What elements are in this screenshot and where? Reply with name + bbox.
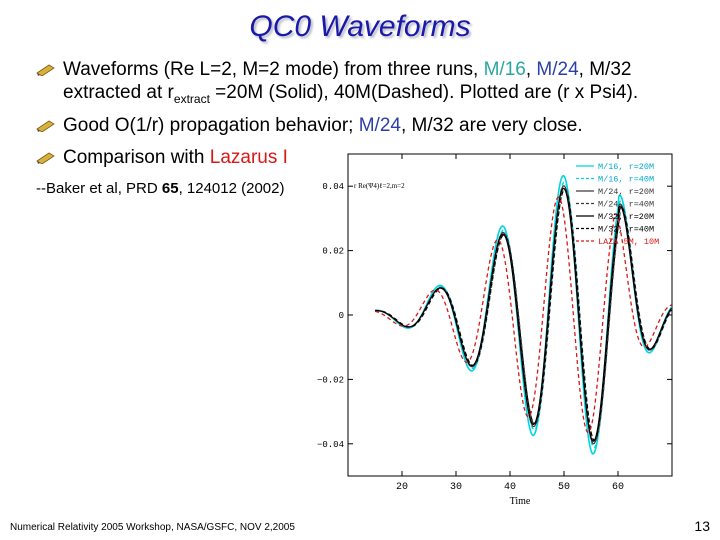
x-tick-label: 50 [558, 482, 570, 493]
m32-label: , M/32 [578, 59, 632, 80]
bullet-pencil-icon [36, 152, 55, 164]
reference-volume: 65 [161, 180, 179, 197]
footer-text: Numerical Relativity 2005 Workshop, NASA… [10, 522, 295, 533]
separator: , [525, 59, 537, 80]
bullet-pencil-icon [36, 64, 55, 76]
m24-label: M/24 [358, 115, 401, 136]
x-tick-label: 30 [450, 482, 462, 493]
bullet-text: Comparison with [63, 147, 210, 168]
bullet-pencil-icon [36, 120, 55, 132]
bullet-propagation: Good O(1/r) propagation behavior; M/24, … [36, 114, 678, 137]
x-axis-label: Time [510, 496, 531, 507]
x-tick-label: 40 [504, 482, 516, 493]
series-line-3 [374, 187, 672, 442]
legend-label-0: M/16, r=20M [598, 162, 654, 172]
bullet-text-end: , M/32 are very close. [400, 115, 583, 136]
waveform-chart: 0.04 0.02 0 −0.02 −0.04 20 30 40 50 60 Time r Re(Ψ4… [317, 153, 673, 507]
slide-title: QC0 Waveforms [249, 10, 471, 43]
x-tick-label: 20 [396, 482, 408, 493]
reference-pages: , 124012 (2002) [178, 180, 285, 197]
page-number: 13 [694, 518, 710, 534]
bullet-waveforms: Waveforms (Re L=2, M=2 mode) from three … [36, 58, 678, 111]
reference-text: --Baker et al, PRD [36, 180, 162, 197]
legend-label-1: M/16, r=40M [598, 175, 654, 185]
series-line-5 [374, 188, 672, 441]
y-tick-label: 0.02 [322, 247, 344, 257]
bullet-text-line2: extracted at r [63, 82, 174, 103]
y-tick-label: 0 [339, 311, 344, 321]
x-tick-label: 60 [612, 482, 624, 493]
legend-label-4: M/32, r=20M [598, 212, 654, 222]
y-tick-label: 0.04 [322, 182, 344, 192]
series-line-6 [374, 196, 672, 434]
y-axis-label: r Re(Ψ4)ℓ=2,m=2 [354, 182, 405, 190]
legend-label-5: M/32, r=40M [598, 225, 654, 235]
y-tick-label: −0.04 [317, 440, 344, 450]
bullet-text-line2-end: =20M (Solid), 40M(Dashed). Plotted are (… [209, 82, 639, 103]
legend-label-6: LAZA 5M, 10M [598, 237, 659, 247]
reference-citation: --Baker et al, PRD 65, 124012 (2002) [36, 180, 284, 197]
legend-label-2: M/24, r=20M [598, 187, 654, 197]
lazarus-label: Lazarus I [209, 147, 288, 168]
extract-subscript: extract [173, 91, 210, 106]
bullet-text: Waveforms (Re L=2, M=2 mode) from three … [63, 59, 484, 80]
m24-label: M/24 [536, 59, 579, 80]
bullet-comparison: Comparison with Lazarus I [36, 146, 678, 169]
y-tick-label: −0.02 [317, 375, 344, 385]
legend-label-3: M/24, r=40M [598, 200, 654, 210]
bullet-text: Good O(1/r) propagation behavior; [63, 115, 359, 136]
m16-label: M/16 [483, 59, 526, 80]
